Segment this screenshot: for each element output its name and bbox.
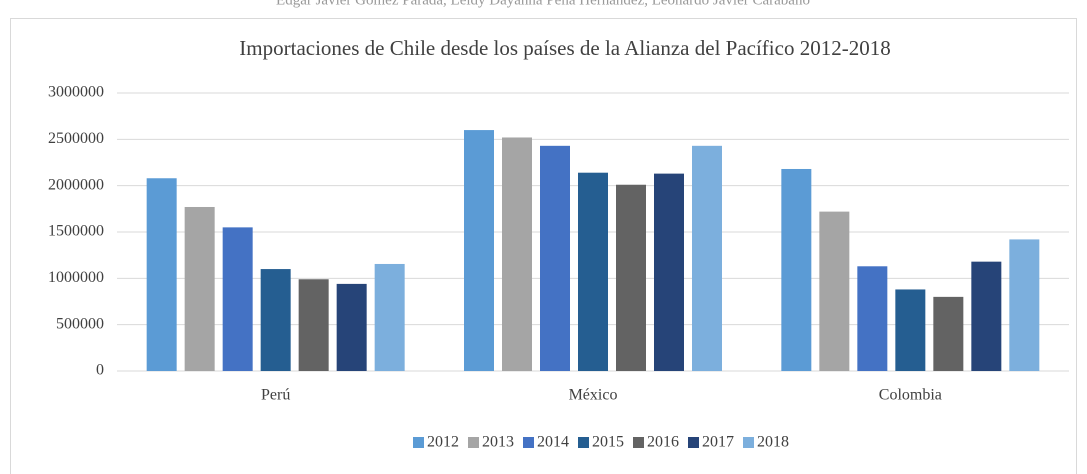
legend-swatch (688, 437, 699, 448)
legend-swatch (743, 437, 754, 448)
bar (502, 137, 532, 371)
bar (184, 206, 215, 371)
authors: Edgar Javier Gómez Parada, Leidy Dayanna… (276, 0, 810, 8)
y-tick-label: 0 (96, 362, 104, 379)
bar (692, 145, 722, 371)
bar (146, 178, 177, 371)
bar (654, 173, 684, 371)
bar (464, 130, 494, 371)
x-tick-label: Colombia (879, 387, 942, 404)
bar (781, 168, 812, 371)
bar (260, 269, 291, 371)
y-tick-label: 1500000 (48, 223, 104, 240)
legend-swatch (633, 437, 644, 448)
legend-label: 2017 (702, 434, 734, 451)
legend-swatch (523, 437, 534, 448)
legend-label: 2014 (537, 434, 569, 451)
bar (298, 279, 329, 371)
legend-swatch (468, 437, 479, 448)
bar (933, 296, 964, 371)
x-tick-label: México (569, 387, 618, 404)
bar (1009, 239, 1040, 371)
bar (578, 172, 608, 371)
legend-label: 2016 (647, 434, 679, 451)
bar (540, 145, 570, 371)
y-tick-label: 1000000 (48, 269, 104, 286)
legend-label: 2015 (592, 434, 624, 451)
y-tick-label: 500000 (56, 315, 104, 332)
y-tick-label: 2500000 (48, 130, 104, 147)
bar (857, 266, 888, 371)
legend-swatch (413, 437, 424, 448)
bar (616, 184, 646, 371)
legend-swatch (578, 437, 589, 448)
bar (895, 289, 926, 371)
bar (971, 261, 1002, 371)
legend-label: 2013 (482, 434, 514, 451)
legend-label: 2012 (427, 434, 459, 451)
bar (374, 263, 405, 371)
bar (222, 227, 253, 371)
bar (336, 283, 367, 371)
bar (819, 211, 850, 371)
y-tick-label: 2000000 (48, 176, 104, 193)
chart-title: Importaciones de Chile desde los países … (239, 36, 890, 60)
y-tick-label: 3000000 (48, 84, 104, 101)
x-tick-label: Perú (261, 387, 290, 404)
legend-label: 2018 (757, 434, 789, 451)
